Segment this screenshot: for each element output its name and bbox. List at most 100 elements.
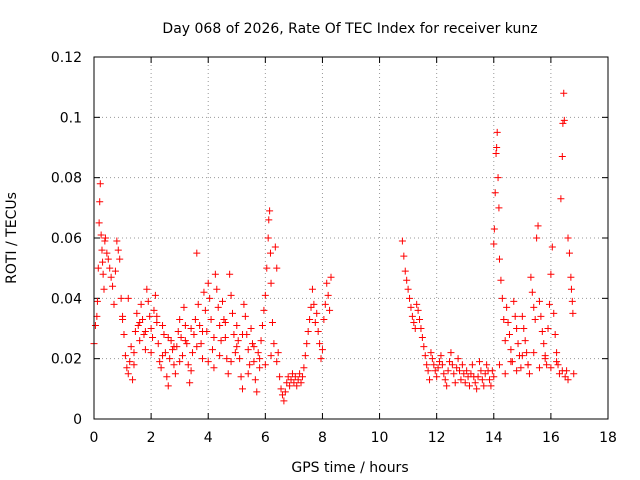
data-point <box>523 349 531 357</box>
data-point <box>401 267 409 275</box>
data-point <box>474 373 482 381</box>
data-point <box>264 234 272 242</box>
data-point <box>147 325 155 332</box>
data-point <box>136 337 144 345</box>
data-point <box>231 349 239 357</box>
data-point <box>293 382 301 390</box>
data-point <box>451 379 459 387</box>
data-point <box>501 337 509 345</box>
data-point <box>417 325 425 332</box>
data-point <box>211 270 219 278</box>
data-point <box>500 315 508 323</box>
data-point <box>477 367 485 375</box>
data-point <box>400 252 408 260</box>
data-point <box>414 306 422 314</box>
data-points <box>90 89 578 405</box>
data-point <box>180 303 188 311</box>
data-point <box>473 385 481 393</box>
data-point <box>501 370 509 378</box>
data-point <box>426 376 434 384</box>
data-point <box>476 358 483 366</box>
data-point <box>93 312 101 320</box>
data-point <box>251 376 259 384</box>
data-point <box>98 246 106 254</box>
data-point <box>434 364 442 372</box>
data-point <box>493 128 501 136</box>
data-point <box>265 216 273 224</box>
data-point <box>495 204 503 212</box>
data-point <box>214 303 222 311</box>
data-point <box>133 309 141 317</box>
data-point <box>99 258 107 266</box>
data-point <box>221 334 229 342</box>
data-point <box>130 349 138 357</box>
data-point <box>291 373 299 381</box>
x-tick-label: 2 <box>147 430 156 446</box>
data-point <box>488 367 496 375</box>
data-point <box>224 370 232 378</box>
data-point <box>160 331 168 339</box>
data-point <box>433 373 441 381</box>
data-point <box>114 246 122 254</box>
data-point <box>318 346 326 354</box>
data-point <box>286 382 294 390</box>
data-point <box>129 376 137 384</box>
x-tick-label: 4 <box>204 430 213 446</box>
data-point <box>298 373 306 381</box>
data-point <box>154 340 162 348</box>
data-point <box>120 331 128 339</box>
data-point <box>201 306 209 314</box>
data-point <box>216 352 224 360</box>
data-point <box>565 249 573 257</box>
data-point <box>493 144 501 151</box>
data-point <box>176 315 184 323</box>
data-point <box>421 352 429 360</box>
data-point <box>244 370 252 378</box>
x-axis-label: GPS time / hours <box>291 460 408 476</box>
plot-frame <box>93 56 609 420</box>
y-tick-label: 0 <box>73 412 82 428</box>
data-point <box>495 361 503 369</box>
data-point <box>110 300 118 308</box>
data-point <box>494 174 502 182</box>
data-point <box>471 379 479 387</box>
data-point <box>213 285 221 293</box>
data-point <box>271 243 279 251</box>
data-point <box>466 382 474 390</box>
data-point <box>236 355 244 363</box>
data-point <box>495 255 503 263</box>
data-point <box>437 352 445 360</box>
data-point <box>103 249 111 257</box>
data-point <box>443 382 451 390</box>
data-point <box>159 321 167 329</box>
data-point <box>184 361 192 369</box>
data-point <box>199 328 207 336</box>
data-point <box>200 288 208 296</box>
data-point <box>490 240 498 248</box>
data-point <box>527 273 535 281</box>
data-point <box>406 294 414 302</box>
x-tick-label: 16 <box>542 430 560 446</box>
data-point <box>326 306 334 314</box>
data-point <box>553 349 561 357</box>
data-point <box>448 361 456 369</box>
data-point <box>170 361 178 369</box>
data-point <box>250 358 258 366</box>
data-point <box>219 297 226 305</box>
data-point <box>497 276 505 284</box>
data-point <box>457 376 465 384</box>
data-point <box>247 325 255 332</box>
data-point <box>150 306 158 314</box>
x-tick-label: 14 <box>485 430 503 446</box>
data-point <box>153 318 161 326</box>
x-tick-label: 8 <box>318 430 327 446</box>
data-point <box>263 264 271 272</box>
data-point <box>307 303 315 311</box>
data-point <box>278 391 286 399</box>
data-point <box>535 297 543 305</box>
data-point <box>130 361 138 369</box>
data-point <box>244 346 252 354</box>
data-point <box>266 207 274 215</box>
data-point <box>541 355 549 363</box>
data-point <box>204 279 212 287</box>
